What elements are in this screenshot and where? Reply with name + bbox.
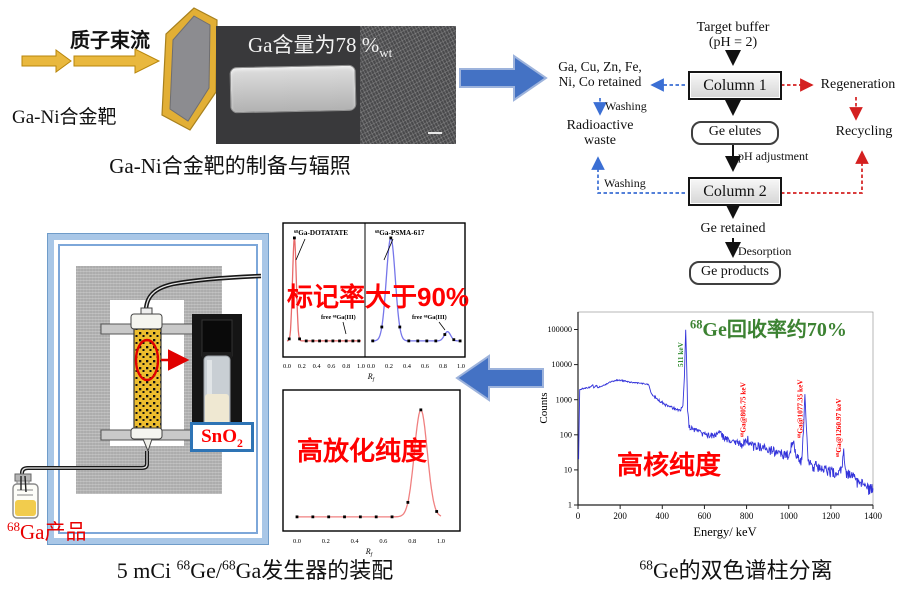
svg-text:⁶⁸Ga@1260.97 keV: ⁶⁸Ga@1260.97 keV [834,398,843,457]
svg-text:1: 1 [568,501,572,510]
product-vial [12,473,39,519]
svg-text:0.6: 0.6 [421,363,429,370]
free-ga-label-right: free ⁶⁸Ga(III) [412,314,447,321]
sno2-vial-photo [192,314,242,446]
flowchart-arrows [591,50,869,258]
svg-text:⁶⁸Ga@1077.35 keV: ⁶⁸Ga@1077.35 keV [796,379,805,438]
label-washing-2: Washing [604,176,646,190]
svg-text:0.8: 0.8 [342,363,350,370]
node-regeneration: Regeneration [820,77,896,92]
svg-text:100: 100 [560,430,572,439]
caption-target-preparation: Ga-Ni合金靶的制备与辐照 [109,154,351,178]
label-desorption: Desorption [738,244,792,258]
free-ga-label-left: free ⁶⁸Ga(III) [321,314,356,321]
svg-text:100000: 100000 [547,325,572,334]
svg-text:1000: 1000 [780,511,799,521]
node-radioactive-waste: Radioactive waste [566,118,634,149]
svg-text:10: 10 [564,466,572,475]
node-ge-elutes: Ge elutes [691,121,779,145]
target-slab-face [169,15,211,122]
svg-text:0.6: 0.6 [379,538,387,545]
x-axis-label: Energy/ keV [693,525,756,539]
separation-flowchart: Target buffer (pH = 2) Column 1 Ga, Cu, Z… [548,0,900,300]
svg-text:600: 600 [698,511,712,521]
svg-text:800: 800 [740,511,754,521]
spectrum-curve: 0 200 400 600 800 1000 1200 1400 1 10 100 1000 10000… [547,325,882,521]
svg-text:0.0: 0.0 [283,363,291,370]
tracer-label-psma: ⁶⁸Ga-PSMA-617 [375,229,425,237]
generator-assembly-diagram: SnO2 68Ga产品 [5,226,290,561]
annotation-ge-recovery: 68Ge回收率约70% [690,317,847,341]
label-ph-adjustment: pH adjustment [738,149,809,163]
svg-text:0: 0 [576,511,581,521]
svg-text:1.0: 1.0 [357,363,365,370]
svg-text:0.2: 0.2 [385,363,393,370]
rf-axis-label: Rf [365,547,374,558]
node-column1: Column 1 [688,71,782,100]
svg-text:0.2: 0.2 [298,363,306,370]
sno2-label: SnO2 [190,422,254,452]
ga-product-label: 68Ga产品 [7,519,87,544]
node-recycling: Recycling [835,124,893,139]
svg-text:0.4: 0.4 [403,363,412,370]
target-photo: Ga含量为78 %wt [216,26,456,144]
annotation-nuclear-purity: 高核纯度 [617,450,722,480]
tracer-label-dotatate: ⁶⁸Ga-DOTATATE [294,229,348,237]
node-ge-retained: Ge retained [700,221,766,236]
tlc-curves: 0.0 0.2 0.4 0.6 0.8 1.0 0.0 0.2 0.4 0.6 0.8 1.0 [283,236,465,370]
rf-axis-label: Rf [367,372,376,382]
svg-text:10000: 10000 [552,360,572,369]
label-washing-1: Washing [605,99,647,113]
tlc-purity-chart: 0.0 0.2 0.4 0.6 0.8 1.0 Rf [282,389,461,558]
alloy-ingot [229,64,357,114]
svg-text:0.2: 0.2 [322,538,330,545]
svg-text:511 keV: 511 keV [676,341,685,367]
svg-text:0.4: 0.4 [313,363,322,370]
annotation-radiochemical-purity: 高放化纯度 [297,436,428,466]
svg-text:0.4: 0.4 [351,538,360,545]
gamma-spectrum-chart: 0 200 400 600 800 1000 1200 1400 1 10 100 1000 10000… [538,311,883,539]
svg-text:0.0: 0.0 [367,363,375,370]
sem-scalebar [428,132,442,134]
sem-texture [360,26,456,144]
svg-text:⁶⁸Ga@805.75 keV: ⁶⁸Ga@805.75 keV [738,381,747,437]
generator-parts [12,273,262,519]
y-axis-label: Counts [538,392,550,423]
proton-beam-target-diagram [21,7,218,131]
svg-text:1.0: 1.0 [437,538,445,545]
svg-text:1.0: 1.0 [457,363,465,370]
svg-text:1400: 1400 [864,511,883,521]
node-retained-metals: Ga, Cu, Zn, Fe, Ni, Co retained [558,59,642,89]
ga-content-label: Ga含量为78 %wt [248,33,393,61]
target-name-label: Ga-Ni合金靶 [12,107,117,128]
tlc-purity-curve: 0.0 0.2 0.4 0.6 0.8 1.0 [293,408,445,545]
svg-text:1000: 1000 [556,395,572,404]
svg-text:200: 200 [613,511,627,521]
svg-text:1200: 1200 [822,511,841,521]
svg-text:0.0: 0.0 [293,538,301,545]
tlc-radiolabeling-chart: 0.0 0.2 0.4 0.6 0.8 1.0 0.0 0.2 0.4 0.6 0.8 1.0 ⁶⁸G… [282,222,466,382]
proton-beam-label: 质子束流 [70,30,150,52]
beam-arrow-icon [73,48,161,74]
node-ge-products: Ge products [689,261,781,285]
arrow-left-icon [455,354,544,402]
beam-arrow-icon [21,49,72,73]
svg-text:400: 400 [656,511,670,521]
node-target-buffer: Target buffer (pH = 2) [696,20,770,51]
caption-ge-separation: 68Ge的双色谱柱分离 [639,557,833,583]
svg-text:0.8: 0.8 [439,363,447,370]
caption-generator-assembly: 5 mCi 68Ge/68Ga发生器的装配 [116,557,394,583]
zoom-ellipse [134,338,160,382]
arrow-right-icon [459,54,548,102]
svg-text:0.8: 0.8 [408,538,416,545]
annotation-labeling-yield: 标记率大于90% [287,282,470,312]
node-column2: Column 2 [688,177,782,206]
svg-text:0.6: 0.6 [327,363,335,370]
